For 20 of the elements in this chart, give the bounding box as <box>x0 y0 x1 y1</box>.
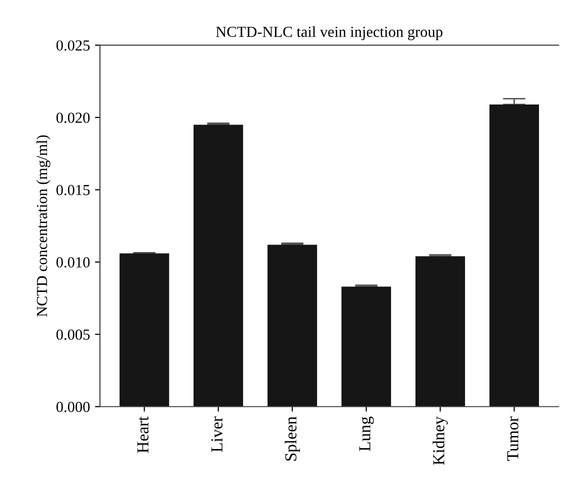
bar <box>268 244 318 407</box>
y-tick-label: 0.015 <box>56 184 90 196</box>
x-tick-label: Lung <box>359 416 374 452</box>
x-tick-label: Liver <box>211 416 222 452</box>
chart-title: NCTD-NLC tail vein injection group <box>216 26 442 40</box>
x-tick-label: Kidney <box>432 416 448 465</box>
bar <box>194 124 244 407</box>
y-tick-label: 0.010 <box>56 257 90 268</box>
y-tick-label: 0.020 <box>56 112 90 123</box>
bar <box>341 286 392 407</box>
y-tick-label: 0.005 <box>56 329 90 340</box>
y-axis-title: NCTD concentration (mg/ml) <box>36 135 50 317</box>
x-tick-label: Tumor <box>507 416 518 461</box>
bar <box>489 104 539 407</box>
bar <box>415 256 466 407</box>
bar <box>120 253 170 407</box>
y-tick-label: 0.000 <box>56 402 90 412</box>
y-tick-label: 0.025 <box>56 40 90 51</box>
x-tick-label: Spleen <box>284 416 300 461</box>
x-tick-label: Heart <box>137 416 149 453</box>
